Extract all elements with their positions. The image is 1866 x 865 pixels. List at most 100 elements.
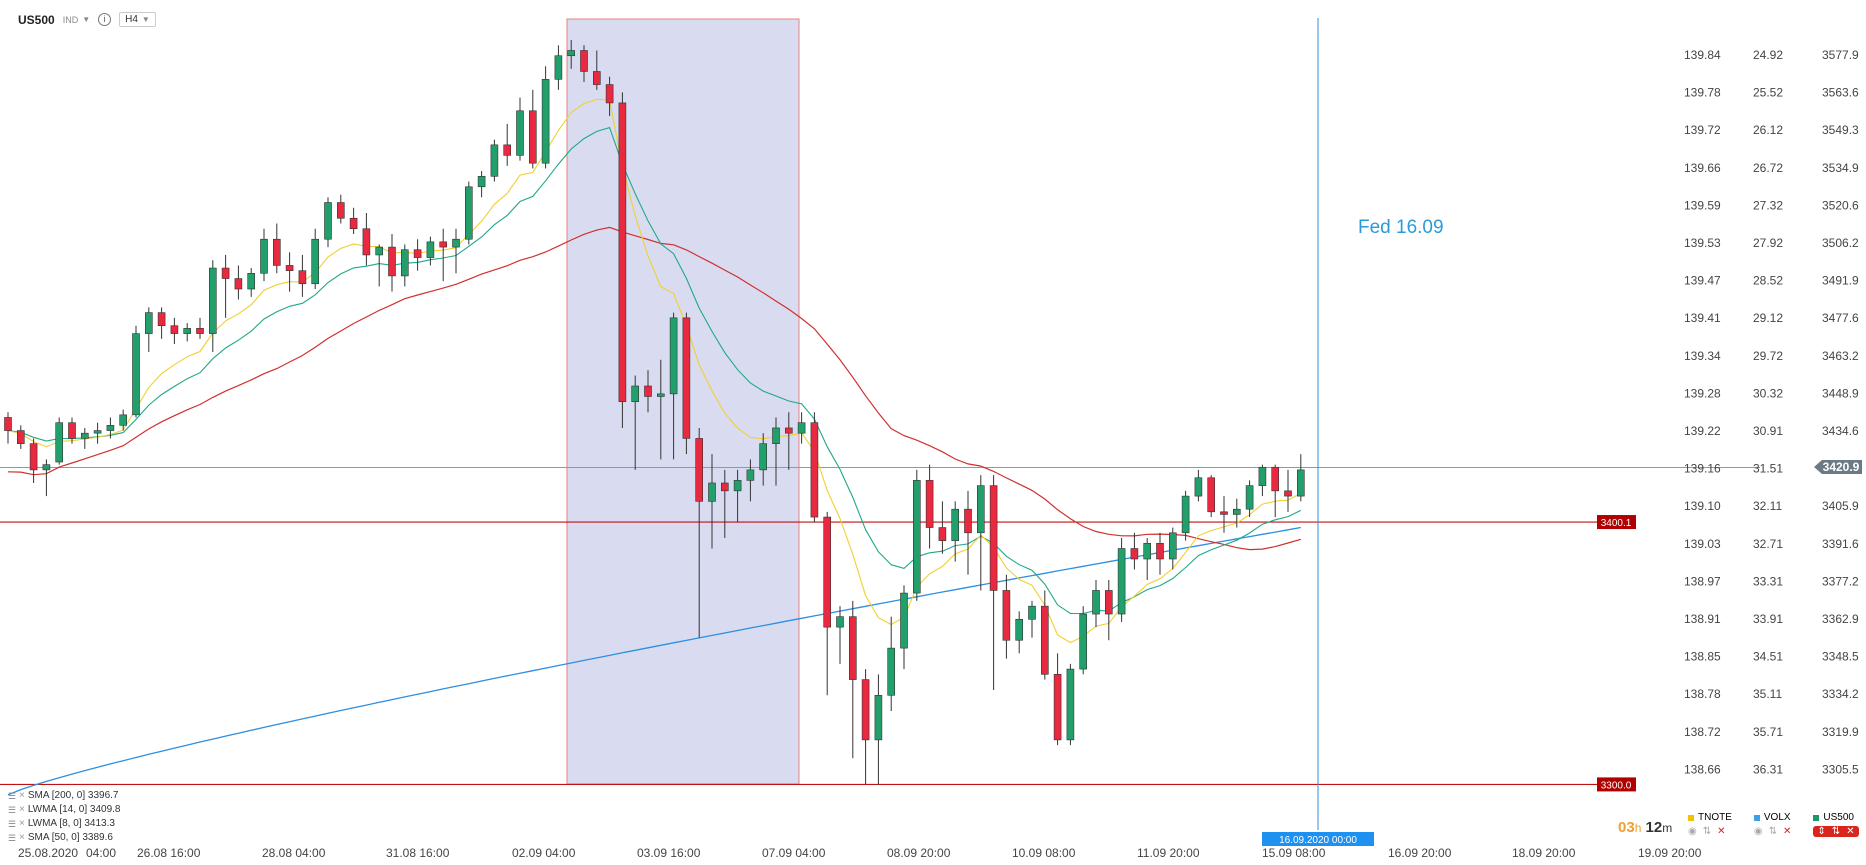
candle-down[interactable]: [823, 516, 832, 628]
candle-down[interactable]: [362, 228, 371, 256]
candle-down[interactable]: [938, 527, 947, 541]
candle-up[interactable]: [324, 202, 332, 240]
candle-up[interactable]: [247, 272, 255, 290]
candle-down[interactable]: [618, 102, 627, 403]
scale-icon[interactable]: ⇕: [1817, 826, 1826, 837]
candle-down[interactable]: [68, 422, 76, 439]
candle-up[interactable]: [797, 422, 806, 434]
menu-icon[interactable]: ☰: [8, 805, 17, 815]
candle-up[interactable]: [81, 432, 89, 439]
indicator-row[interactable]: ☰ × SMA [50, 0] 3389.6: [8, 831, 121, 845]
info-icon[interactable]: i: [98, 13, 112, 26]
indicator-row[interactable]: ☰ × SMA [200, 0] 3396.7: [8, 789, 121, 803]
candle-up[interactable]: [1143, 542, 1151, 560]
series-tab-volx[interactable]: VOLX ◉ ⇅ ✕: [1753, 812, 1792, 837]
candle-down[interactable]: [388, 246, 396, 277]
candle-up[interactable]: [1297, 469, 1305, 497]
candle-down[interactable]: [682, 317, 691, 439]
candle-down[interactable]: [4, 417, 12, 431]
candle-down[interactable]: [925, 480, 934, 528]
candle-down[interactable]: [1105, 590, 1113, 615]
remove-icon[interactable]: ×: [19, 790, 25, 801]
candle-down[interactable]: [413, 249, 422, 258]
candle-down[interactable]: [695, 438, 704, 502]
remove-icon[interactable]: ×: [19, 832, 25, 843]
candle-down[interactable]: [1041, 605, 1049, 675]
candle-up[interactable]: [976, 485, 985, 534]
candle-down[interactable]: [170, 325, 179, 334]
candle-down[interactable]: [1002, 590, 1011, 641]
candle-up[interactable]: [631, 385, 640, 403]
candle-down[interactable]: [196, 328, 204, 334]
series-tab-us500[interactable]: US500 ⇕ ⇅ ✕: [1813, 812, 1859, 837]
candle-down[interactable]: [221, 267, 230, 279]
candle-up[interactable]: [516, 110, 524, 156]
sort-icon[interactable]: ⇅: [1831, 826, 1841, 837]
candle-up[interactable]: [1194, 477, 1203, 497]
candle-up[interactable]: [912, 480, 921, 594]
candle-down[interactable]: [298, 270, 307, 285]
close-icon[interactable]: ✕: [1846, 826, 1855, 837]
candle-up[interactable]: [887, 647, 896, 696]
candle-down[interactable]: [16, 430, 25, 444]
candle-up[interactable]: [375, 246, 384, 256]
candle-up[interactable]: [759, 443, 768, 471]
candle-up[interactable]: [1079, 613, 1087, 670]
candle-down[interactable]: [528, 110, 537, 164]
candle-down[interactable]: [234, 278, 243, 290]
candle-up[interactable]: [42, 464, 51, 471]
candle-up[interactable]: [1245, 485, 1254, 510]
candle-up[interactable]: [260, 238, 268, 274]
candle-up[interactable]: [1028, 605, 1036, 620]
close-icon[interactable]: ✕: [1783, 826, 1792, 837]
candle-down[interactable]: [592, 71, 601, 85]
candle-up[interactable]: [490, 144, 499, 177]
candle-up[interactable]: [132, 333, 140, 416]
candle-up[interactable]: [1117, 548, 1126, 615]
candle-up[interactable]: [1015, 618, 1024, 641]
candle-up[interactable]: [311, 238, 320, 285]
candle-up[interactable]: [119, 414, 127, 426]
sort-icon[interactable]: ⇅: [1768, 826, 1778, 837]
candle-up[interactable]: [464, 186, 473, 240]
menu-icon[interactable]: ☰: [8, 833, 17, 843]
event-annotation[interactable]: Fed 16.09: [1358, 217, 1444, 238]
menu-icon[interactable]: ☰: [8, 819, 17, 829]
candle-up[interactable]: [656, 393, 665, 397]
menu-icon[interactable]: ☰: [8, 791, 17, 801]
candle-up[interactable]: [106, 425, 115, 431]
candle-down[interactable]: [644, 385, 652, 397]
symbol-label[interactable]: US500: [18, 12, 55, 27]
timeframe-select[interactable]: H4 ▼: [119, 12, 156, 27]
candle-down[interactable]: [1284, 490, 1292, 497]
candle-up[interactable]: [1181, 495, 1190, 534]
candle-up[interactable]: [1258, 466, 1267, 486]
eye-icon[interactable]: ◉: [1688, 826, 1697, 837]
candle-down[interactable]: [810, 422, 819, 518]
candle-up[interactable]: [951, 508, 960, 541]
candle-up[interactable]: [669, 317, 678, 395]
candle-up[interactable]: [708, 482, 716, 502]
candle-down[interactable]: [503, 144, 512, 156]
candle-up[interactable]: [733, 480, 742, 492]
candle-up[interactable]: [836, 616, 844, 628]
candle-up[interactable]: [1233, 508, 1241, 515]
candle-down[interactable]: [29, 443, 38, 471]
remove-icon[interactable]: ×: [19, 804, 25, 815]
candle-up[interactable]: [874, 694, 883, 741]
indicator-row[interactable]: ☰ × LWMA [8, 0] 3413.3: [8, 817, 121, 831]
candle-down[interactable]: [1130, 548, 1139, 560]
candle-up[interactable]: [554, 55, 563, 80]
candle-down[interactable]: [1207, 477, 1215, 513]
candle-down[interactable]: [989, 485, 998, 591]
market-dropdown-icon[interactable]: ▼: [82, 15, 91, 24]
candle-down[interactable]: [784, 427, 793, 434]
candle-up[interactable]: [400, 249, 409, 277]
candle-down[interactable]: [285, 265, 294, 271]
candle-down[interactable]: [336, 202, 345, 219]
candle-up[interactable]: [55, 422, 64, 463]
candle-down[interactable]: [848, 616, 857, 680]
candle-down[interactable]: [720, 482, 729, 492]
candle-up[interactable]: [1092, 590, 1100, 615]
candle-up[interactable]: [183, 328, 191, 334]
